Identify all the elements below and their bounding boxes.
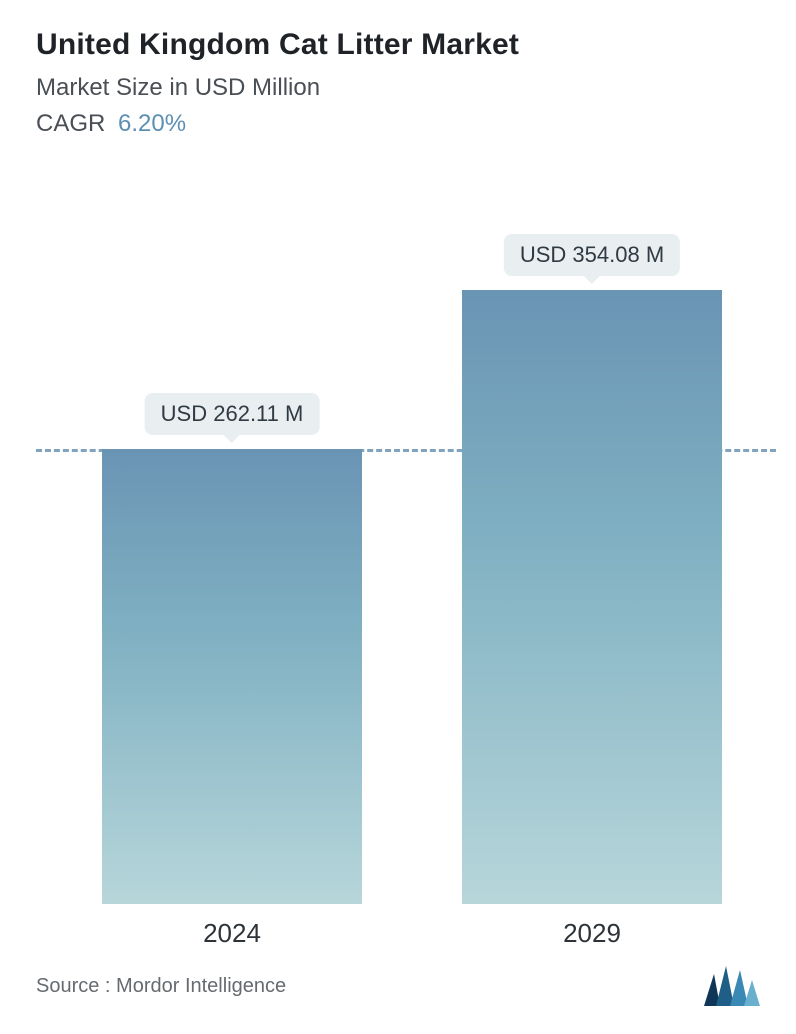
bar-fill [102,449,362,904]
x-axis-label: 2024 [102,918,362,949]
subtitle: Market Size in USD Million [36,74,760,102]
value-tag: USD 354.08 M [504,234,680,276]
cagr-value: 6.20% [118,110,186,137]
page-title: United Kingdom Cat Litter Market [36,28,760,62]
cagr-label: CAGR [36,110,105,137]
chart-area: USD 262.11 M2024USD 354.08 M2029 [36,210,776,904]
x-axis-label: 2029 [462,918,722,949]
value-tag: USD 262.11 M [145,393,320,435]
bar-fill [462,290,722,904]
source-text: Source : Mordor Intelligence [36,975,286,998]
cagr-line: CAGR 6.20% [36,110,760,138]
footer: Source : Mordor Intelligence [36,966,760,1006]
chart-container: United Kingdom Cat Litter Market Market … [0,0,796,1034]
mordor-logo-icon [704,966,760,1006]
bar-2029: USD 354.08 M [462,290,722,904]
bar-2024: USD 262.11 M [102,449,362,904]
